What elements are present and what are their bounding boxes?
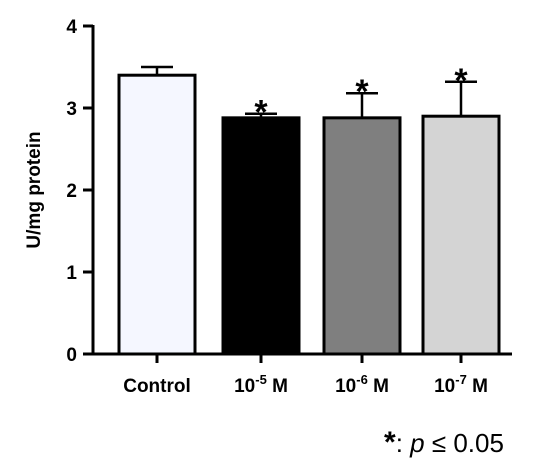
y-tick-label: 1 bbox=[66, 263, 77, 284]
significance-marker: * bbox=[254, 94, 268, 132]
legend-condition: ≤ 0.05 bbox=[424, 428, 504, 458]
bar bbox=[117, 73, 197, 356]
y-axis-title: U/mg protein bbox=[24, 131, 45, 248]
x-category-label: 10-7 M bbox=[434, 372, 488, 397]
significance-legend: *: p ≤ 0.05 bbox=[384, 426, 504, 460]
y-tick-label: 2 bbox=[66, 181, 77, 202]
y-tick-label: 3 bbox=[66, 99, 77, 120]
bars bbox=[117, 73, 501, 356]
significance-markers: * * * bbox=[254, 62, 468, 132]
y-tick-label: 0 bbox=[66, 345, 77, 366]
bar bbox=[421, 114, 501, 356]
x-category-label: 10-6 M bbox=[335, 372, 389, 397]
y-tick-label: 4 bbox=[66, 17, 77, 38]
legend-separator: : bbox=[395, 428, 411, 458]
x-category-label: 10-5 M bbox=[234, 372, 288, 397]
bar bbox=[221, 116, 301, 356]
significance-marker: * bbox=[355, 73, 369, 111]
error-bars bbox=[141, 65, 477, 118]
significance-marker: * bbox=[454, 62, 468, 100]
x-category-label: Control bbox=[123, 376, 191, 397]
axis-labels: U/mg protein Control 10-5 M 10-6 M 10-7 M bbox=[24, 131, 488, 397]
bar bbox=[322, 116, 402, 356]
legend-marker: * bbox=[384, 426, 396, 459]
legend-p-symbol: p bbox=[410, 428, 425, 458]
